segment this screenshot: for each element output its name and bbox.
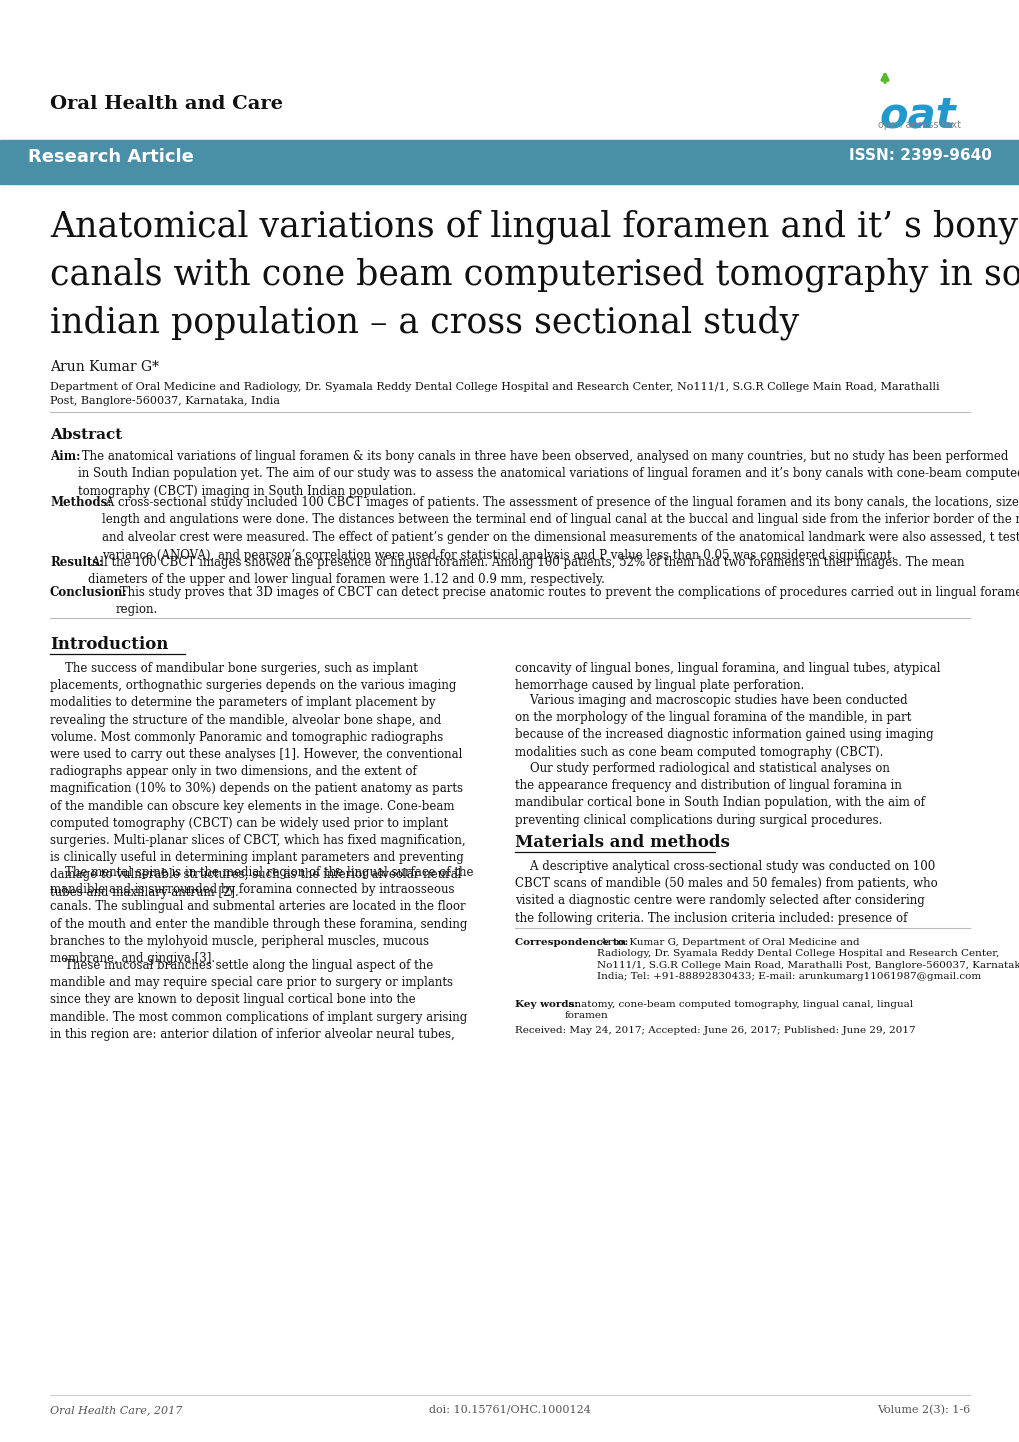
Text: Correspondence to:: Correspondence to: <box>515 937 628 947</box>
Text: The mental spine is in the medial region of the lingual surface of the
mandible : The mental spine is in the medial region… <box>50 867 473 965</box>
Text: Introduction: Introduction <box>50 636 168 653</box>
Text: Abstract: Abstract <box>50 428 122 443</box>
Text: These mucosal branches settle along the lingual aspect of the
mandible and may r: These mucosal branches settle along the … <box>50 959 467 1041</box>
Text: Results:: Results: <box>50 557 103 570</box>
Text: Received: May 24, 2017; Accepted: June 26, 2017; Published: June 29, 2017: Received: May 24, 2017; Accepted: June 2… <box>515 1027 915 1035</box>
Text: Research Article: Research Article <box>28 149 194 166</box>
Text: All the 100 CBCT images showed the presence of lingual foramen. Among 100 patien: All the 100 CBCT images showed the prese… <box>88 557 964 587</box>
Text: Conclusion:: Conclusion: <box>50 585 127 598</box>
Text: ISSN: 2399-9640: ISSN: 2399-9640 <box>848 149 991 163</box>
Bar <box>0 140 1019 185</box>
Text: Oral Health Care, 2017: Oral Health Care, 2017 <box>50 1405 182 1415</box>
Text: Aim:: Aim: <box>50 450 81 463</box>
Text: indian population – a cross sectional study: indian population – a cross sectional st… <box>50 306 799 340</box>
Text: Arun Kumar G*: Arun Kumar G* <box>50 360 159 373</box>
Text: canals with cone beam computerised tomography in south: canals with cone beam computerised tomog… <box>50 258 1019 293</box>
Text: Post, Banglore-560037, Karnataka, India: Post, Banglore-560037, Karnataka, India <box>50 397 280 407</box>
Text: concavity of lingual bones, lingual foramina, and lingual tubes, atypical
hemorr: concavity of lingual bones, lingual fora… <box>515 662 940 692</box>
Text: Our study performed radiological and statistical analyses on
the appearance freq: Our study performed radiological and sta… <box>515 761 924 826</box>
Text: A cross-sectional study included 100 CBCT images of patients. The assessment of : A cross-sectional study included 100 CBC… <box>102 496 1019 561</box>
Text: Oral Health and Care: Oral Health and Care <box>50 95 282 112</box>
Text: The success of mandibular bone surgeries, such as implant
placements, orthognath: The success of mandibular bone surgeries… <box>50 662 465 898</box>
Text: Anatomical variations of lingual foramen and it’ s bony: Anatomical variations of lingual foramen… <box>50 211 1017 245</box>
Text: Volume 2(3): 1-6: Volume 2(3): 1-6 <box>876 1405 969 1415</box>
Text: This study proves that 3D images of CBCT can detect precise anatomic routes to p: This study proves that 3D images of CBCT… <box>116 585 1019 617</box>
Text: A descriptive analytical cross-sectional study was conducted on 100
CBCT scans o: A descriptive analytical cross-sectional… <box>515 859 936 924</box>
Text: anatomy, cone-beam computed tomography, lingual canal, lingual
foramen: anatomy, cone-beam computed tomography, … <box>565 999 912 1021</box>
Text: Materials and methods: Materials and methods <box>515 833 730 851</box>
Text: doi: 10.15761/OHC.1000124: doi: 10.15761/OHC.1000124 <box>429 1405 590 1415</box>
Text: open access text: open access text <box>877 120 960 130</box>
Text: Key words:: Key words: <box>515 999 578 1009</box>
Text: Arun Kumar G, Department of Oral Medicine and
Radiology, Dr. Syamala Reddy Denta: Arun Kumar G, Department of Oral Medicin… <box>596 937 1019 982</box>
Text: The anatomical variations of lingual foramen & its bony canals in three have bee: The anatomical variations of lingual for… <box>77 450 1019 497</box>
Text: Methods:: Methods: <box>50 496 111 509</box>
Text: oat: oat <box>879 95 956 137</box>
Text: Department of Oral Medicine and Radiology, Dr. Syamala Reddy Dental College Hosp: Department of Oral Medicine and Radiolog… <box>50 382 938 392</box>
Text: Various imaging and macroscopic studies have been conducted
on the morphology of: Various imaging and macroscopic studies … <box>515 694 932 758</box>
